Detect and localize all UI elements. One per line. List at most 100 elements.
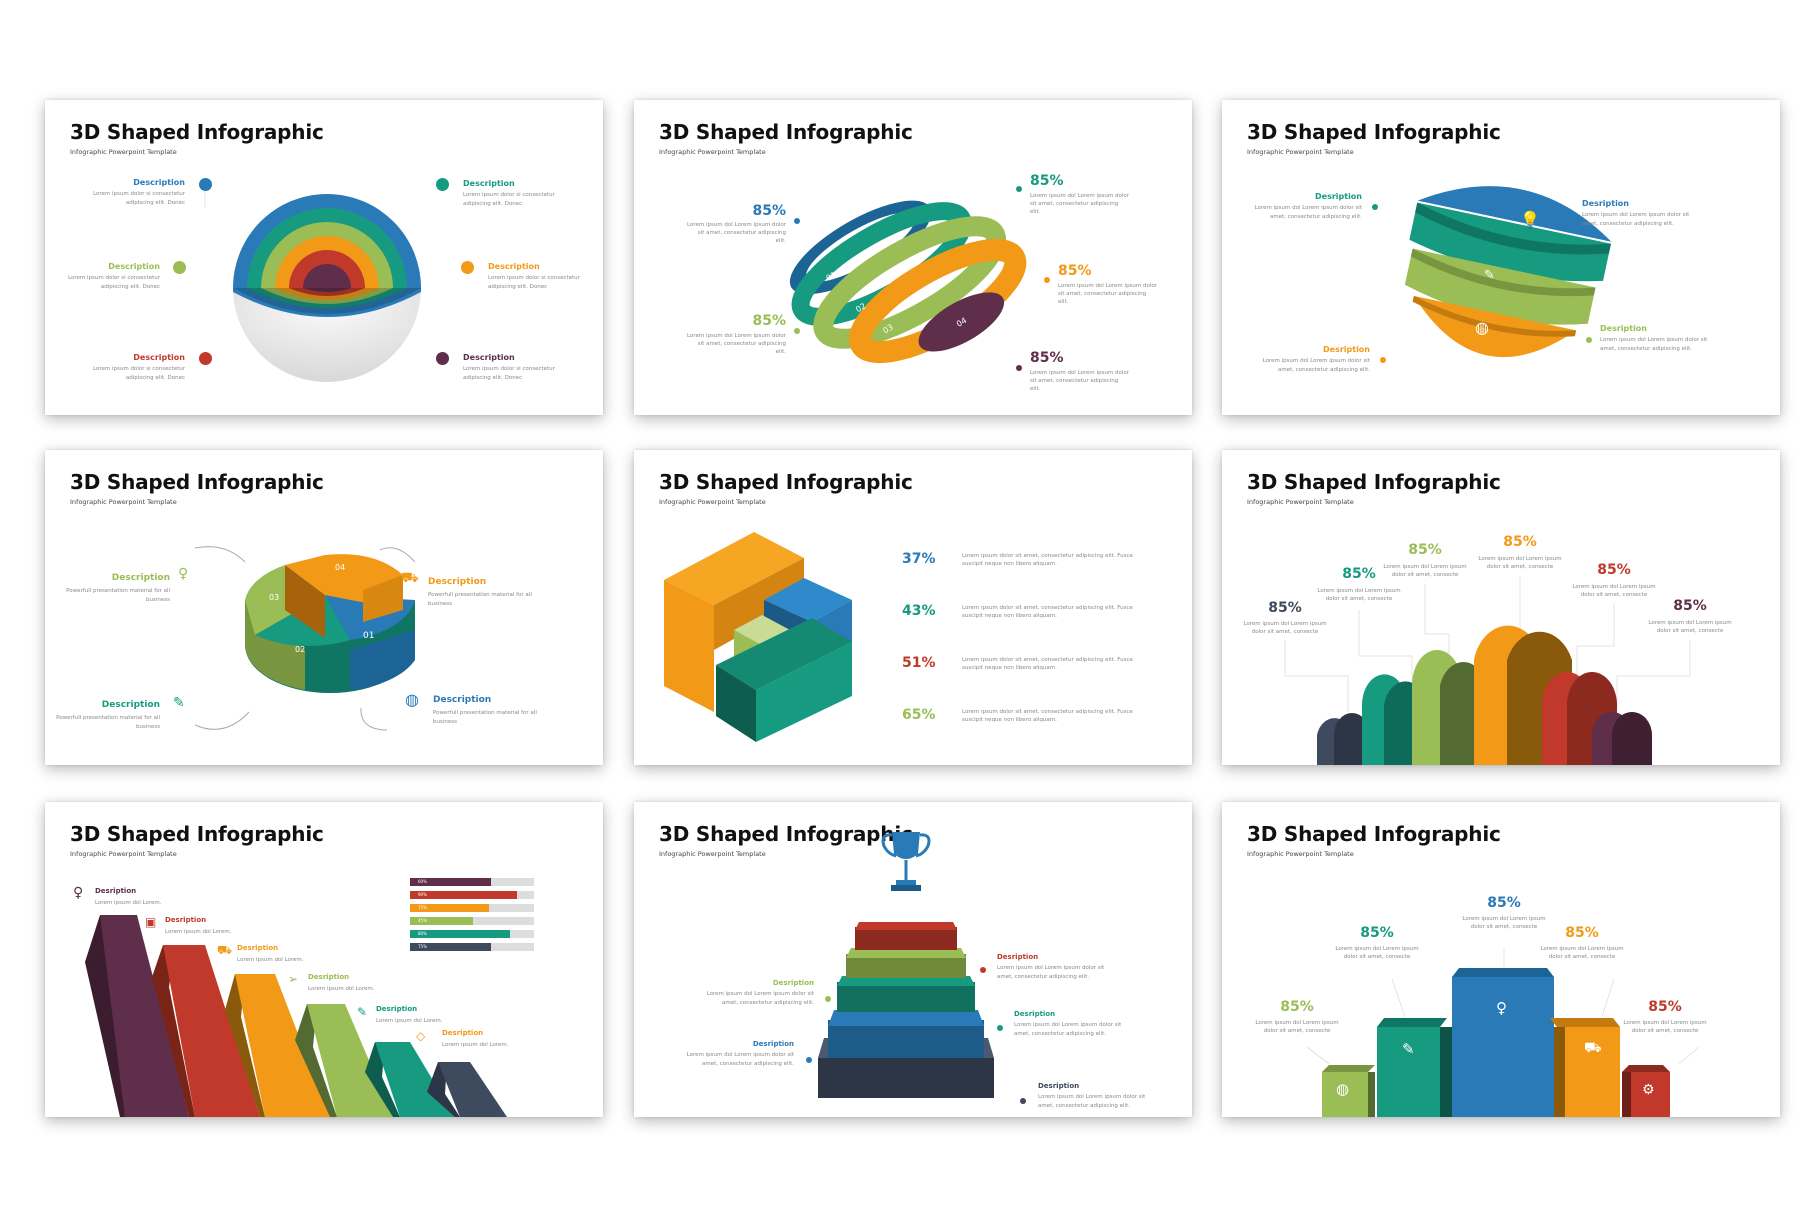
lightbulb-icon: ♀ [178, 566, 189, 582]
item-heading: Description [108, 262, 160, 271]
marker-dot [825, 996, 831, 1002]
progress-bar-list: 60% 90% 75% 45% 80% 75% [410, 878, 534, 956]
3d-arches-graphic [1284, 576, 1691, 765]
slide-subtitle: Infographic Powerpoint Template [70, 850, 177, 858]
stat-value: 85% [1342, 566, 1376, 582]
stat-value: 85% [1268, 600, 1302, 616]
item-text: Lorem ipsum dolor si consectetur adipisc… [488, 275, 580, 290]
stat-value: 85% [1597, 562, 1631, 578]
item-text: Lorem ipsum dolor si consectetur adipisc… [463, 192, 555, 207]
stat-value: 85% [752, 313, 786, 329]
slide-3-sliced-sphere[interactable]: 3D Shaped Infographic Infographic Powerp… [1222, 100, 1780, 415]
item-heading: Desription [308, 973, 350, 981]
paper-plane-icon: ➢ [288, 972, 299, 986]
item-heading: Desription [1014, 1010, 1056, 1018]
layered-hemisphere-graphic [204, 188, 421, 382]
stat-value: 85% [752, 203, 786, 219]
slide-title: 3D Shaped Infographic [70, 470, 324, 494]
stat-text: Lorem ipsum dol Lorem ipsum dolor sit am… [1317, 588, 1401, 602]
item-text: Lorem ipsum dol Lorem ipsum dolor sit am… [1262, 358, 1370, 373]
progress-bar: 45% [410, 917, 534, 925]
slide-subtitle: Infographic Powerpoint Template [70, 498, 177, 506]
diamond-icon: ◇ [416, 1029, 426, 1043]
pencil-icon: ✎ [1402, 1040, 1415, 1058]
stat-text: Lorem ipsum dol Lorem ipsum dolor sit am… [1478, 556, 1562, 570]
item-text: Powerfull presentation material for all … [56, 715, 160, 730]
3d-blocks-graphic [664, 532, 852, 742]
marker-dot [199, 352, 212, 365]
marker-dot [1016, 365, 1022, 371]
stat-text: Lorem ipsum dol Lorem ipsum dolor sit am… [1243, 621, 1327, 635]
stat-text: Lorem ipsum dol Lorem ipsum dolor sit am… [1572, 584, 1656, 598]
item-heading: Desription [752, 1040, 794, 1048]
pencil-icon: ✎ [357, 1005, 368, 1019]
item-text: Lorem ipsum dolor si consectetur adipisc… [68, 275, 160, 290]
marker-dot [1567, 212, 1573, 218]
slide-9-3d-columns[interactable]: 3D Shaped Infographic Infographic Powerp… [1222, 802, 1780, 1117]
item-text: Lorem ipsum dol Lorem. [442, 1042, 509, 1048]
progress-bar: 80% [410, 930, 534, 938]
stat-text: Lorem ipsum dol Lorem ipsum dolor sit am… [1030, 193, 1130, 215]
gear-icon: ⚙ [1642, 1082, 1655, 1098]
item-text: Lorem ipsum dol Lorem. [237, 957, 304, 963]
slide-title: 3D Shaped Infographic [659, 120, 913, 144]
item-text: Lorem ipsum dol Lorem ipsum dolor sit am… [706, 991, 814, 1006]
stat-text: Lorem ipsum dolor sit amet, consectetur … [962, 709, 1133, 723]
item-heading: Desription [1038, 1082, 1080, 1090]
slide-subtitle: Infographic Powerpoint Template [659, 850, 766, 858]
item-text: Lorem ipsum dol Lorem. [308, 986, 375, 992]
slide-5-3d-blocks[interactable]: 3D Shaped Infographic Infographic Powerp… [634, 450, 1192, 765]
slide-subtitle: Infographic Powerpoint Template [1247, 850, 1354, 858]
slide-4-3d-pie[interactable]: 3D Shaped Infographic Infographic Powerp… [45, 450, 603, 765]
item-heading: Description [133, 353, 185, 362]
ring-sphere-graphic: 01 02 03 04 [789, 200, 1027, 364]
stat-value: 37% [902, 551, 936, 567]
progress-bar: 75% [410, 904, 534, 912]
item-text: Lorem ipsum dolor si consectetur adipisc… [93, 366, 185, 381]
item-heading: Desription [997, 953, 1039, 961]
item-heading: Desription [1315, 192, 1362, 201]
trophy-icon [881, 832, 931, 880]
slide-7-descending-bars[interactable]: 3D Shaped Infographic Infographic Powerp… [45, 802, 603, 1117]
item-heading: Description [463, 179, 515, 188]
progress-bar: 60% [410, 878, 534, 886]
progress-fill: 90% [410, 891, 517, 899]
slide-subtitle: Infographic Powerpoint Template [1247, 148, 1354, 156]
stat-value: 85% [1030, 173, 1064, 189]
svg-text:04: 04 [335, 563, 345, 572]
stat-text: Lorem ipsum dolor sit amet, consectetur … [962, 605, 1133, 619]
slide-6-3d-arches[interactable]: 3D Shaped Infographic Infographic Powerp… [1222, 450, 1780, 765]
item-heading: Description [433, 695, 492, 705]
item-text: Powerfull presentation material for all … [433, 710, 537, 725]
item-text: Lorem ipsum dol Lorem. [376, 1018, 443, 1024]
item-text: Lorem ipsum dolor si consectetur adipisc… [93, 191, 185, 206]
slide-subtitle: Infographic Powerpoint Template [659, 498, 766, 506]
stat-value: 85% [1487, 895, 1521, 911]
stat-text: Lorem ipsum dol Lorem ipsum dolor sit am… [1335, 946, 1419, 960]
slide-8-stairs-trophy[interactable]: 3D Shaped Infographic Infographic Powerp… [634, 802, 1192, 1117]
marker-dot [1372, 204, 1378, 210]
item-heading: Description [428, 577, 487, 587]
truck-icon: ⛟ [1584, 1040, 1602, 1056]
svg-text:03: 03 [269, 593, 279, 602]
slide-1-layered-hemisphere[interactable]: 3D Shaped Infographic Infographic Powerp… [45, 100, 603, 415]
stat-text: Lorem ipsum dol Lorem ipsum dolor sit am… [1255, 1020, 1339, 1034]
stat-value: 43% [902, 603, 936, 619]
wallet-icon: ▣ [145, 915, 157, 929]
stat-value: 85% [1058, 263, 1092, 279]
svg-text:02: 02 [854, 301, 867, 314]
slide-subtitle: Infographic Powerpoint Template [659, 148, 766, 156]
slide-title: 3D Shaped Infographic [1247, 822, 1501, 846]
stat-value: 51% [902, 655, 936, 671]
slide-title: 3D Shaped Infographic [1247, 470, 1501, 494]
slide-title: 3D Shaped Infographic [1247, 120, 1501, 144]
item-text: Lorem ipsum dol Lorem ipsum dolor sit am… [997, 965, 1105, 980]
marker-dot [436, 352, 449, 365]
stat-value: 85% [1503, 534, 1537, 550]
slide-2-ring-sphere[interactable]: 3D Shaped Infographic Infographic Powerp… [634, 100, 1192, 415]
marker-dot [199, 178, 212, 191]
progress-fill: 45% [410, 917, 474, 925]
item-heading: Desription [95, 887, 137, 895]
marker-dot [173, 261, 186, 274]
item-text: Lorem ipsum dol Lorem. [165, 929, 232, 935]
